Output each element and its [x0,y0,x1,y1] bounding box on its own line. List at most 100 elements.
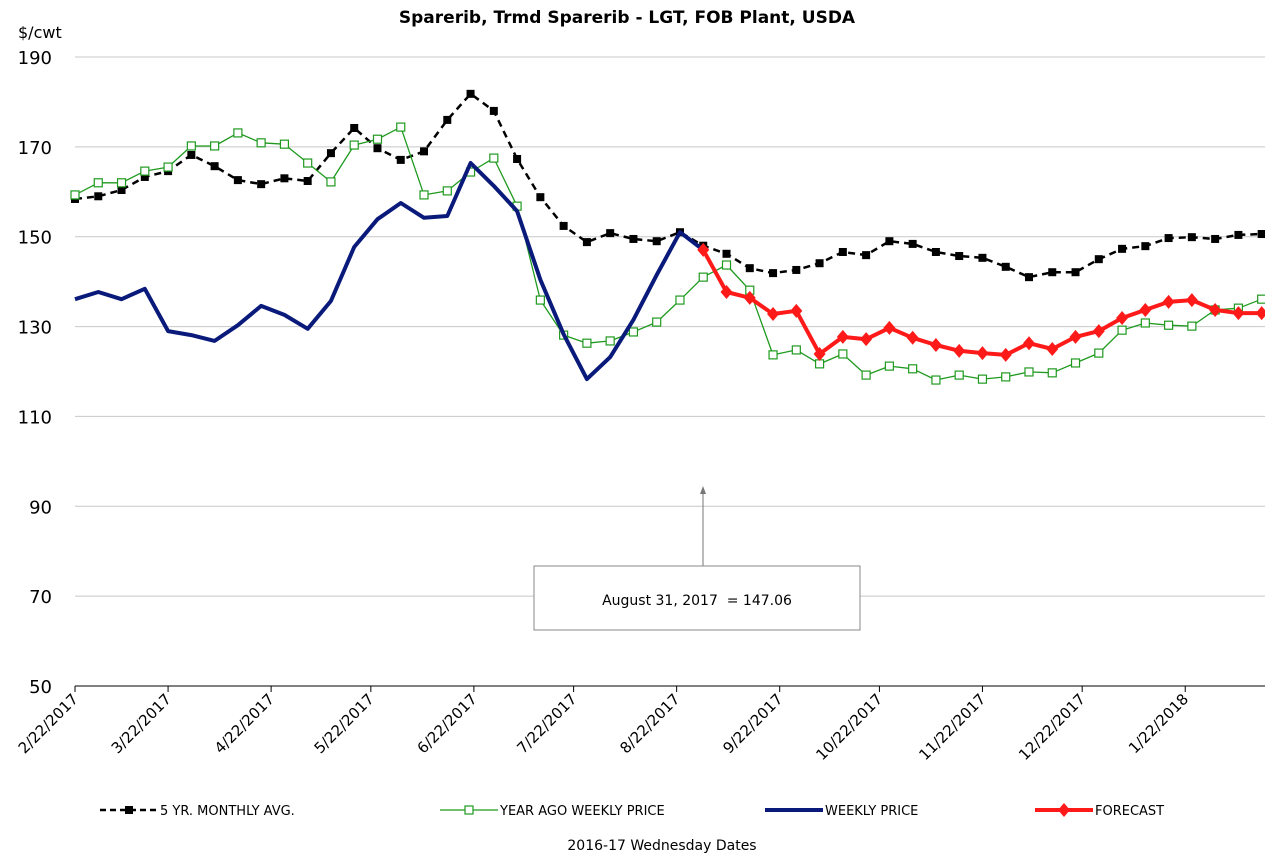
point [977,374,988,384]
y-unit-label: $/cwt [18,23,62,42]
series-line [74,126,1262,381]
point [675,295,685,305]
point [1185,293,1198,308]
x-tick-label: 3/22/2017 [108,690,175,757]
point [652,317,662,327]
series-line [74,161,705,382]
point [1094,255,1103,264]
annotation-text: August 31, 2017 = 147.06 [602,593,792,609]
point [1162,294,1175,309]
point [1139,302,1152,317]
point [954,370,964,380]
point [861,370,871,380]
point [1187,321,1197,331]
point [1257,230,1265,239]
y-tick-label: 170 [18,138,52,159]
point [326,149,335,158]
point [790,303,803,318]
point [1164,234,1173,243]
point [489,106,498,115]
point [1070,358,1081,368]
point [280,174,289,183]
x-tick-label: 10/22/2017 [812,690,886,764]
x-tick-label: 11/22/2017 [915,690,989,764]
point [1234,230,1243,239]
point [1257,294,1265,304]
point [606,229,615,238]
point [1047,368,1057,378]
y-tick-label: 50 [29,677,52,698]
y-tick-label: 150 [18,228,52,249]
point [373,144,382,153]
point [1094,348,1104,358]
point [186,141,196,151]
legend-marker [125,806,133,814]
point [1164,320,1174,330]
point [883,320,896,335]
point [349,140,359,150]
point [629,234,638,243]
point [860,332,873,347]
point [396,122,406,132]
point [1211,234,1220,243]
point [1071,268,1080,277]
point [257,180,266,189]
y-tick-label: 130 [18,318,52,339]
point [929,337,942,352]
annotation-arrowhead [700,486,706,494]
point [442,186,452,196]
x-tick-label: 6/22/2017 [414,690,481,757]
point [1092,324,1105,339]
point [1117,325,1127,335]
point [697,242,710,257]
legend-marker [1058,803,1070,817]
point [769,269,778,278]
point [955,252,964,261]
point [908,364,918,374]
point [978,253,987,262]
point [862,251,871,260]
point [1069,329,1082,344]
point [1048,268,1057,277]
x-axis-title: 2016-17 Wednesday Dates [567,838,756,854]
legend-label: FORECAST [1095,804,1164,819]
point [743,290,756,305]
point [420,147,429,156]
point [1187,233,1196,242]
point [813,346,826,361]
point [1116,311,1129,326]
point [582,338,592,348]
legend-label: WEEKLY PRICE [825,804,918,819]
point [582,238,591,247]
point [116,178,127,188]
point [535,295,545,305]
point [792,265,801,274]
point [536,193,545,202]
point [652,237,661,246]
point [721,260,732,270]
point [326,177,336,187]
point [419,190,429,200]
point [838,349,848,359]
point [931,247,940,256]
point [210,141,220,151]
point [1022,336,1035,351]
x-tick-label: 9/22/2017 [719,690,786,757]
x-tick-label: 2/22/2017 [15,690,82,757]
y-tick-label: 90 [29,497,52,518]
point [443,115,452,124]
point [1024,273,1033,282]
point [999,347,1012,362]
point [1209,302,1222,317]
point [140,166,150,176]
x-tick-label: 12/22/2017 [1015,690,1089,764]
y-tick-label: 70 [29,587,52,608]
point [976,346,989,361]
point [720,284,733,299]
point [885,237,894,246]
point [513,154,522,163]
point [303,158,313,168]
point [466,89,475,98]
x-tick-label: 7/22/2017 [513,690,580,757]
